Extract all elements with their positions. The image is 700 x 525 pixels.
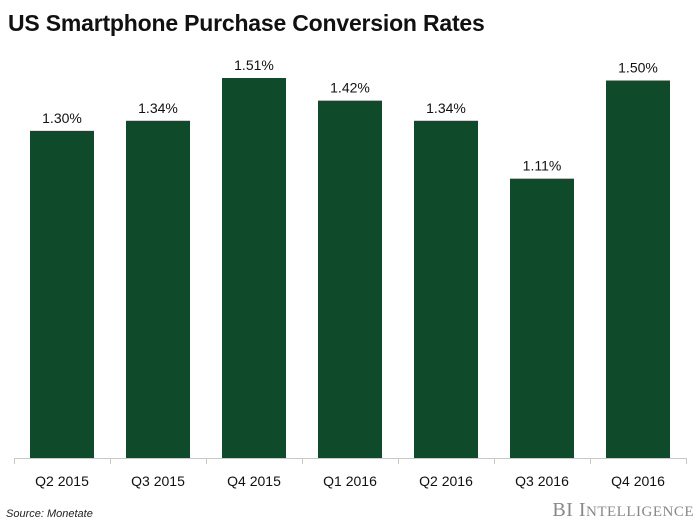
data-label: 1.30% — [42, 110, 82, 126]
x-tick-label: Q1 2016 — [323, 473, 377, 489]
chart-title: US Smartphone Purchase Conversion Rates — [8, 10, 485, 36]
bar-q3-2015 — [126, 120, 190, 458]
bar-q4-2016 — [606, 80, 670, 459]
bar-q2-2015 — [30, 130, 94, 458]
x-tick-label: Q3 2016 — [515, 473, 569, 489]
x-tick-label: Q2 2015 — [35, 473, 89, 489]
x-tick-label: Q4 2015 — [227, 473, 281, 489]
data-label: 1.50% — [618, 60, 658, 76]
x-tick-label: Q3 2015 — [131, 473, 185, 489]
data-label: 1.34% — [138, 100, 178, 116]
data-label: 1.34% — [426, 100, 466, 116]
bar-q1-2016 — [318, 100, 382, 458]
bar-q4-2015 — [222, 78, 286, 458]
bi-intelligence-logo: BI INTELLIGENCE — [552, 499, 694, 521]
data-label: 1.42% — [330, 80, 370, 96]
bar-q2-2016 — [414, 120, 478, 458]
source-note: Source: Monetate — [6, 508, 93, 520]
data-label: 1.11% — [523, 158, 562, 174]
x-tick-label: Q2 2016 — [419, 473, 473, 489]
data-label: 1.51% — [234, 57, 274, 73]
x-tick-label: Q4 2016 — [611, 473, 665, 489]
bar-q3-2016 — [510, 178, 574, 459]
